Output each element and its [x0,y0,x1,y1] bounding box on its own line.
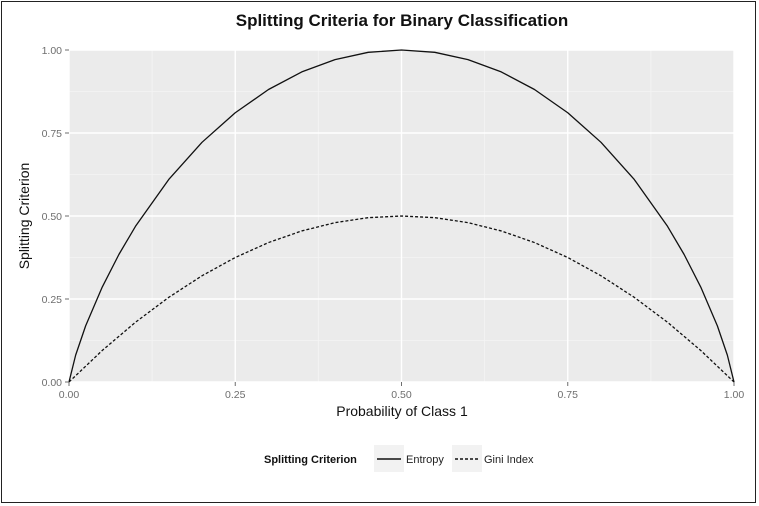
y-tick-label: 1.00 [42,45,63,57]
y-tick-label: 0.00 [42,377,63,389]
chart-title: Splitting Criteria for Binary Classifica… [236,11,569,30]
y-tick-label: 0.25 [42,294,63,306]
legend: Splitting Criterion Entropy Gini Index [264,445,534,472]
y-axis-title: Splitting Criterion [16,163,32,270]
legend-label-gini: Gini Index [484,454,534,466]
y-tick-label: 0.75 [42,128,63,140]
x-tick-label: 0.50 [391,389,412,401]
x-tick-label: 0.00 [59,389,80,401]
legend-title: Splitting Criterion [264,454,357,466]
x-axis: 0.00 0.25 0.50 0.75 1.00 [59,382,745,401]
y-axis: 0.00 0.25 0.50 0.75 1.00 [42,45,69,389]
series-line-gini-index [68,215,735,383]
series-line-entropy [68,49,735,383]
y-tick-label: 0.50 [42,211,63,223]
x-tick-label: 0.75 [558,389,579,401]
x-axis-title: Probability of Class 1 [336,403,468,419]
x-tick-label: 1.00 [724,389,745,401]
series-layer [68,49,735,383]
legend-label-entropy: Entropy [406,454,444,466]
x-tick-label: 0.25 [225,389,246,401]
